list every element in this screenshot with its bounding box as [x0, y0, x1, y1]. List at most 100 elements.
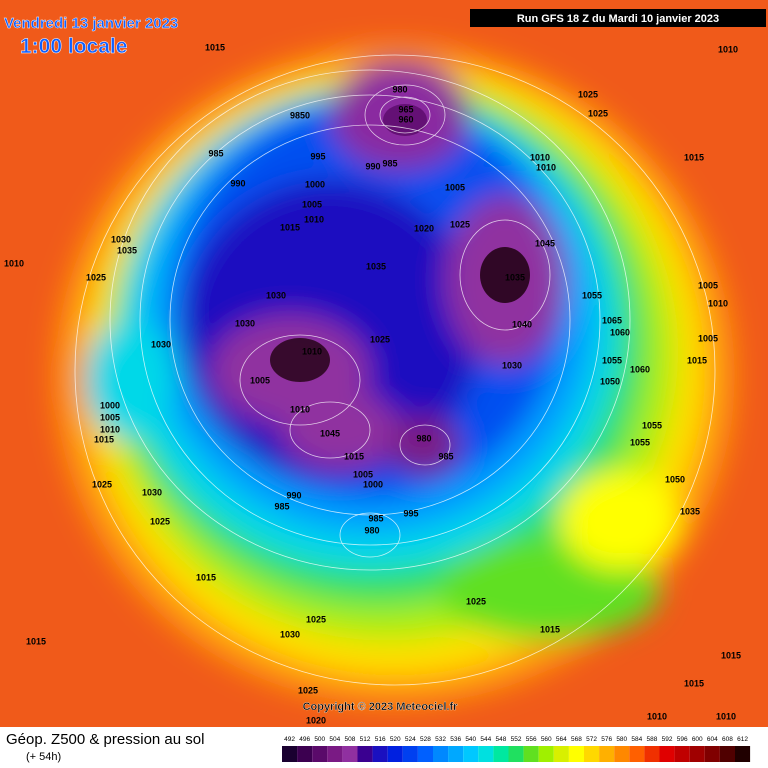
- colorbar-swatch: [538, 746, 554, 762]
- colorbar-swatch: [659, 746, 675, 762]
- colorbar-swatch: [297, 746, 313, 762]
- isobar-label: 1025: [298, 685, 318, 695]
- colorbar-label: 544: [480, 736, 491, 743]
- colorbar-label: 596: [677, 736, 688, 743]
- isobar-label: 1015: [540, 624, 560, 634]
- isobar-label: 1015: [721, 650, 741, 660]
- colorbar-swatch: [433, 746, 449, 762]
- isobar-label: 1045: [320, 428, 340, 438]
- isobar-label: 985: [438, 451, 453, 461]
- isobar-label: 1015: [684, 678, 704, 688]
- isobar-label: 1005: [302, 199, 322, 209]
- run-box: [470, 9, 766, 27]
- colorbar-label: 588: [647, 736, 658, 743]
- colorbar-swatch: [599, 746, 615, 762]
- isobar-label: 1035: [680, 506, 700, 516]
- colorbar-swatch: [372, 746, 388, 762]
- local-time: 1:00 locale: [20, 35, 127, 58]
- isobar-label: 1015: [205, 42, 225, 52]
- isobar-label: 995: [403, 508, 418, 518]
- isobar-label: 980: [392, 84, 407, 94]
- colorbar-swatch: [387, 746, 403, 762]
- isobar-label: 1005: [698, 333, 718, 343]
- colorbar-label: 592: [662, 736, 673, 743]
- isobar-label: 1010: [708, 298, 728, 308]
- isobar-label: 1010: [716, 711, 736, 721]
- isobar-label: 1030: [111, 234, 131, 244]
- isobar-label: 1065: [602, 315, 622, 325]
- footer-title: Géop. Z500 & pression au sol: [6, 731, 204, 748]
- colorbar-swatch: [478, 746, 494, 762]
- colorbar-label: 532: [435, 736, 446, 743]
- colorbar-swatch: [614, 746, 630, 762]
- isobar-label: 1015: [344, 451, 364, 461]
- isobar-label: 1050: [665, 474, 685, 484]
- colorbar-label: 504: [329, 736, 340, 743]
- colorbar-label: 568: [571, 736, 582, 743]
- colorbar-label: 600: [692, 736, 703, 743]
- isobar-label: 1010: [100, 424, 120, 434]
- colorbar-label: 496: [299, 736, 310, 743]
- colorbar-swatch: [689, 746, 705, 762]
- colorbar-label: 576: [601, 736, 612, 743]
- isobar-label: 1030: [502, 360, 522, 370]
- isobar-label: 985: [208, 148, 223, 158]
- colorbar-label: 564: [556, 736, 567, 743]
- isobar-label: 1010: [530, 152, 550, 162]
- colorbar-swatch: [523, 746, 539, 762]
- isobar-label: 1005: [100, 412, 120, 422]
- isobar-label: 1030: [280, 629, 300, 639]
- lead-time: (+ 54h): [26, 751, 61, 763]
- colorbar-label: 560: [541, 736, 552, 743]
- isobar-label: 1010: [536, 162, 556, 172]
- colorbar-swatch: [719, 746, 735, 762]
- colorbar-label: 492: [284, 736, 295, 743]
- isobar-label: 1010: [718, 44, 738, 54]
- isobar-label: 1035: [117, 245, 137, 255]
- colorbar-swatch: [553, 746, 569, 762]
- isobar-label: 1055: [602, 355, 622, 365]
- colorbar-swatch: [327, 746, 343, 762]
- colorbar-label: 508: [345, 736, 356, 743]
- colorbar-label: 500: [314, 736, 325, 743]
- colorbar-label: 536: [450, 736, 461, 743]
- isobar-label: 1005: [445, 182, 465, 192]
- isobar-label: 980: [364, 525, 379, 535]
- isobar-label: 9850: [290, 110, 310, 120]
- colorbar-swatch: [463, 746, 479, 762]
- isobar-label: 1020: [306, 715, 326, 725]
- colorbar-swatch: [704, 746, 720, 762]
- colorbar-swatch: [644, 746, 660, 762]
- colorbar-swatch: [417, 746, 433, 762]
- isobar-label: 1015: [280, 222, 300, 232]
- isobar-label: 990: [286, 490, 301, 500]
- colorbar-label: 556: [526, 736, 537, 743]
- isobar-label: 990: [365, 161, 380, 171]
- isobar-label: 1000: [363, 479, 383, 489]
- colorbar-label: 516: [375, 736, 386, 743]
- isobar-label: 1030: [142, 487, 162, 497]
- colorbar-label: 584: [631, 736, 642, 743]
- colorbar-swatch: [357, 746, 373, 762]
- isobar-label: 1005: [698, 280, 718, 290]
- isobar-label: 1005: [250, 375, 270, 385]
- isobar-label: 1030: [266, 290, 286, 300]
- isobar-label: 1000: [100, 400, 120, 410]
- isobar-label: 1035: [505, 272, 525, 282]
- colorbar-swatch: [312, 746, 328, 762]
- colorbar-swatch: [282, 746, 298, 762]
- isobar-label: 985: [368, 513, 383, 523]
- isobar-label: 1045: [535, 238, 555, 248]
- isobar-label: 965: [398, 104, 413, 114]
- isobar-label: 1010: [304, 214, 324, 224]
- copyright: Copyright © 2023 Meteociel.fr: [303, 701, 459, 713]
- isobar-label: 1060: [610, 327, 630, 337]
- colorbar-label: 608: [722, 736, 733, 743]
- colorbar-swatch: [508, 746, 524, 762]
- isobar-label: 1060: [630, 364, 650, 374]
- isobar-label: 1035: [366, 261, 386, 271]
- run-info: Run GFS 18 Z du Mardi 10 janvier 2023: [517, 13, 719, 25]
- colorbar-label: 604: [707, 736, 718, 743]
- isobar-label: 1055: [642, 420, 662, 430]
